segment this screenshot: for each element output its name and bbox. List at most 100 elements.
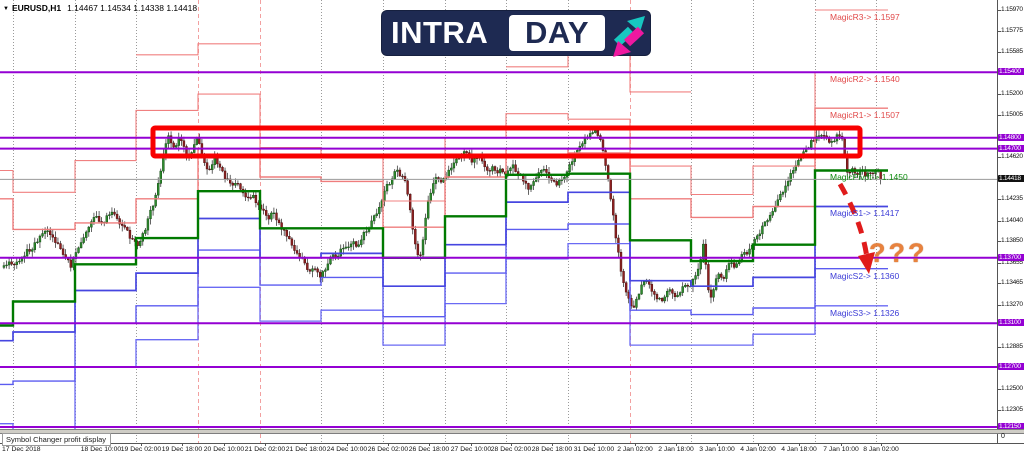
time-axis-tick [347, 443, 348, 446]
time-axis-tick [511, 443, 512, 446]
candle-bear [282, 229, 286, 231]
candle-bull [339, 248, 342, 257]
time-axis-label: 4 Jan 18:00 [781, 446, 817, 453]
candle-bear [545, 169, 548, 173]
time-axis-label: 7 Jan 10:00 [823, 446, 859, 453]
candle-bull [581, 143, 584, 147]
candle-bear [655, 294, 659, 300]
candle-bear [493, 166, 497, 171]
candle-bull [388, 184, 391, 186]
candle-bull [426, 200, 430, 219]
candle-bear [612, 198, 615, 216]
subwindow-separator[interactable] [0, 429, 1024, 434]
candle-bear [401, 175, 404, 178]
logo-day-box: DAY [509, 15, 605, 51]
price-axis-label: 1.15585 [1001, 48, 1023, 55]
time-axis-label: 2 Jan 18:00 [658, 446, 694, 453]
candle-bear [869, 172, 872, 174]
candle-bull [786, 181, 790, 187]
candle-bull [684, 284, 687, 287]
candle-bull [866, 172, 870, 177]
candle-bull [46, 230, 49, 232]
candle-bull [92, 217, 96, 222]
symbol-ohlc-line: ▼ EURUSD,H1 1.14467 1.14534 1.14338 1.1441… [3, 3, 197, 13]
magic-r3-label[interactable]: MagicR3-> 1.1597 [830, 12, 900, 22]
candle-bull [473, 158, 476, 163]
candle-bear [275, 212, 278, 221]
candle-bear [10, 261, 13, 265]
time-axis-tick [552, 443, 553, 446]
candle-bear [306, 262, 309, 270]
symbol-changer-indicator-label[interactable]: Symbol Changer profit display [2, 433, 112, 446]
candle-bull [432, 183, 435, 194]
candle-bear [398, 169, 402, 177]
candle-bear [722, 277, 726, 279]
candle-bear [601, 139, 605, 151]
candle-bull [375, 213, 378, 216]
candle-bull [766, 220, 769, 223]
time-axis-tick [717, 443, 718, 446]
candle-bear [121, 223, 124, 226]
time-axis-tick [676, 443, 677, 446]
price-axis-label-highlighted: 1.12150 [998, 423, 1024, 430]
candle-bull [95, 216, 98, 218]
candle-bear [496, 170, 499, 174]
candle-bear [408, 193, 412, 211]
time-axis-label: 26 Dec 02:00 [367, 446, 409, 453]
candle-bull [591, 132, 594, 134]
price-axis-tick [997, 157, 1001, 159]
candle-bear [313, 268, 317, 270]
candle-bull [159, 170, 162, 184]
candle-bull [421, 239, 425, 256]
magic-s3-label[interactable]: MagicS3-> 1.1326 [830, 308, 900, 318]
magic-s2-label[interactable]: MagicS2-> 1.1360 [830, 271, 900, 281]
candle-bull [252, 194, 255, 199]
candle-bear [704, 243, 708, 265]
time-axis-label: 17 Dec 2018 [2, 446, 41, 453]
candle-bull [640, 284, 643, 295]
candle-bear [843, 138, 846, 155]
candle-bear [416, 243, 420, 256]
candle-bear [514, 164, 517, 172]
candle-bear [653, 291, 656, 295]
magic-r1-label[interactable]: MagicR1-> 1.1507 [830, 110, 900, 120]
candle-bear [97, 216, 101, 222]
time-axis-tick [141, 443, 142, 446]
candle-bear [411, 209, 414, 230]
time-axis-tick [841, 443, 842, 446]
candle-bull [748, 248, 751, 255]
candle-bear [126, 226, 129, 231]
candle-bull [5, 264, 8, 267]
time-axis-tick [881, 443, 882, 446]
candle-bull [362, 232, 366, 241]
candle-bear [707, 264, 710, 291]
chevron-down-icon[interactable]: ▼ [3, 6, 9, 12]
price-axis-tick [997, 346, 1001, 348]
price-axis-tick [997, 283, 1001, 285]
candle-bull [36, 241, 39, 244]
magic-s1-label[interactable]: MagicS1-> 1.1417 [830, 208, 900, 218]
candle-bear [524, 180, 528, 184]
price-axis-label: 1.14040 [1001, 216, 1023, 224]
candle-bear [673, 292, 677, 298]
candle-bear [848, 171, 852, 174]
candle-bull [568, 164, 571, 172]
candle-bull [635, 298, 638, 308]
candle-bull [666, 290, 669, 298]
candle-bull [663, 296, 666, 302]
candle-bull [82, 237, 85, 243]
magic-r2-label[interactable]: MagicR2-> 1.1540 [830, 74, 900, 84]
magic-pivot-label[interactable]: MagicPivot-> 1.1450 [830, 172, 908, 182]
candle-bull [167, 135, 170, 144]
price-axis-tick [997, 304, 1001, 306]
candle-bull [725, 269, 728, 279]
candle-bull [820, 135, 823, 137]
candle-bull [789, 173, 792, 182]
candle-bull [41, 233, 44, 237]
candle-bull [146, 218, 150, 231]
question-marks-annotation: ??? [869, 238, 928, 268]
candle-bear [619, 251, 623, 272]
candle-bear [414, 229, 417, 245]
candle-bull [31, 249, 34, 252]
